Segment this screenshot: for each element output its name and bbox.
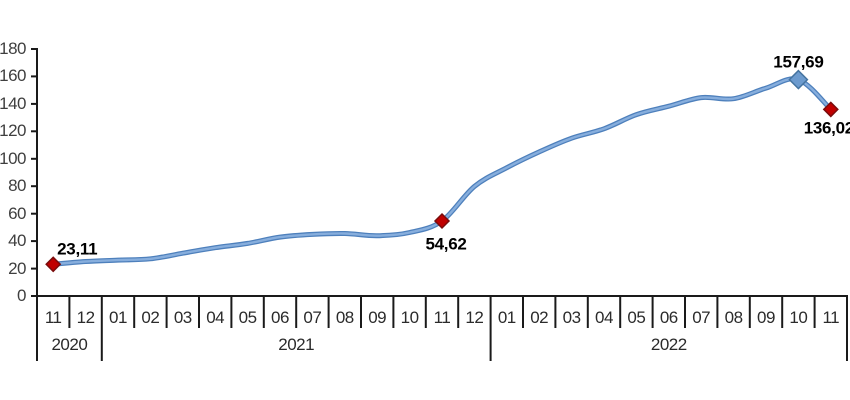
- month-label: 08: [335, 308, 354, 327]
- month-label: 05: [238, 308, 257, 327]
- month-label: 12: [465, 308, 484, 327]
- y-tick-label: 60: [8, 203, 26, 223]
- month-label: 01: [497, 308, 516, 327]
- data-point-label: 54,62: [425, 234, 467, 254]
- y-tick-label: 140: [0, 93, 27, 113]
- month-label: 04: [595, 308, 613, 327]
- month-label: 10: [789, 308, 808, 327]
- month-label: 09: [368, 308, 387, 327]
- month-label: 08: [724, 308, 743, 327]
- month-label: 11: [822, 308, 840, 327]
- y-tick-label: 20: [8, 258, 26, 278]
- data-point-label: 136,02: [803, 118, 850, 138]
- year-label: 2022: [650, 335, 687, 354]
- month-label: 09: [757, 308, 775, 327]
- red-diamond-marker: [45, 256, 62, 273]
- year-label: 2020: [51, 335, 88, 354]
- month-label: 07: [692, 308, 711, 327]
- month-label: 03: [173, 308, 192, 327]
- data-point-label: 23,11: [57, 239, 98, 259]
- month-label: 02: [141, 308, 160, 327]
- month-label: 12: [76, 308, 95, 327]
- month-label: 03: [562, 308, 581, 327]
- month-label: 10: [400, 308, 419, 327]
- month-label: 06: [271, 308, 289, 327]
- month-label: 02: [530, 308, 549, 327]
- red-diamond-marker: [822, 101, 839, 118]
- month-label: 06: [659, 308, 678, 327]
- y-tick-label: 120: [0, 121, 27, 141]
- red-diamond-marker: [433, 212, 451, 230]
- y-tick-label: 0: [17, 286, 26, 305]
- y-tick-label: 100: [0, 148, 27, 168]
- month-label: 01: [109, 308, 127, 327]
- y-tick-label: 40: [8, 231, 26, 251]
- data-point-label: 157,69: [773, 52, 824, 72]
- month-label: 07: [303, 308, 322, 327]
- month-label: 11: [44, 308, 62, 327]
- year-label: 2021: [278, 335, 315, 354]
- month-label: 05: [627, 308, 646, 327]
- y-tick-label: 80: [8, 176, 26, 196]
- blue-diamond-marker: [788, 69, 809, 90]
- y-tick-label: 180: [0, 39, 27, 58]
- y-tick-label: 160: [0, 66, 27, 86]
- month-label: 04: [206, 308, 225, 327]
- month-label: 11: [433, 308, 451, 327]
